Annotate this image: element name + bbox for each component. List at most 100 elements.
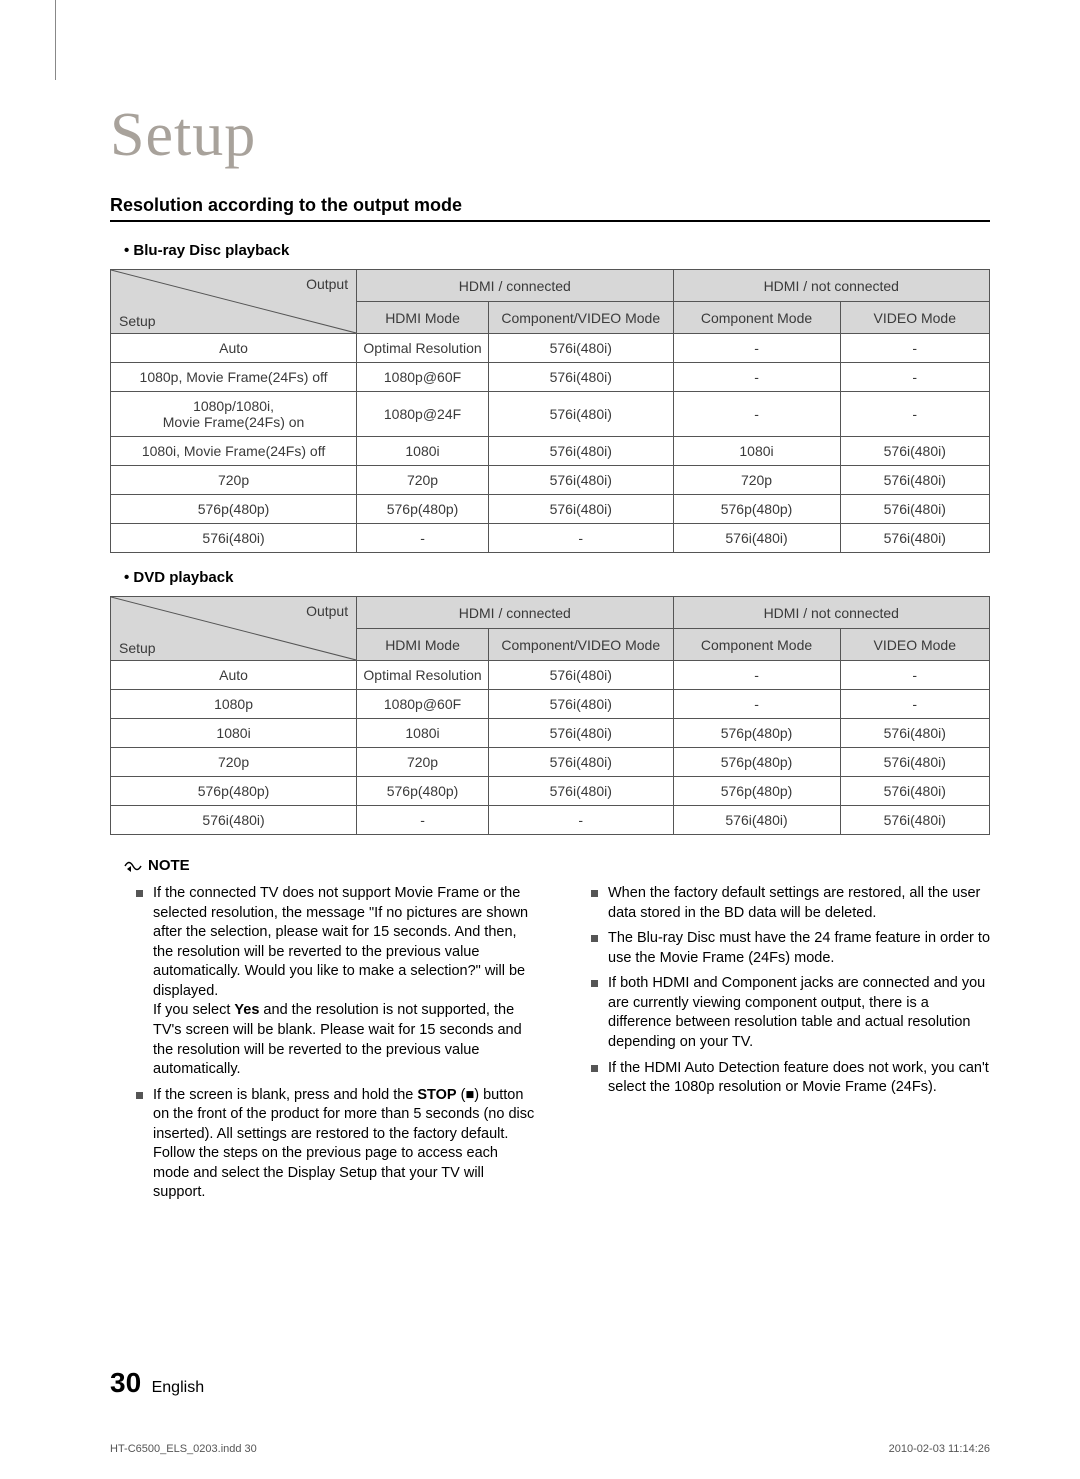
table-cell: 576i(480i) — [840, 524, 989, 553]
note-text: If the connected TV does not support Mov… — [153, 884, 535, 1080]
note-label-text: NOTE — [148, 857, 190, 874]
table-cell: 576i(480i) — [111, 524, 357, 553]
note-icon — [124, 859, 142, 873]
note-text: When the factory default settings are re… — [608, 884, 990, 923]
table-cell: 576i(480i) — [488, 334, 673, 363]
table-cell: 576p(480p) — [673, 719, 840, 748]
table-bluray: Output Setup HDMI / connected HDMI / not… — [110, 269, 990, 553]
table-cell: 576i(480i) — [840, 437, 989, 466]
table-cell: - — [673, 334, 840, 363]
table-row: AutoOptimal Resolution576i(480i)-- — [111, 661, 990, 690]
table-row: 1080p1080p@60F576i(480i)-- — [111, 690, 990, 719]
table-cell: - — [673, 363, 840, 392]
table-cell: Optimal Resolution — [357, 661, 489, 690]
page-footer: 30 English — [110, 1367, 204, 1399]
table-cell: - — [673, 690, 840, 719]
table-cell: 1080p@24F — [357, 392, 489, 437]
table-cell: 576i(480i) — [488, 719, 673, 748]
note-item: The Blu-ray Disc must have the 24 frame … — [591, 929, 990, 968]
table-cell: 1080p@60F — [357, 690, 489, 719]
note-text: The Blu-ray Disc must have the 24 frame … — [608, 929, 990, 968]
table-row: 576p(480p)576p(480p)576i(480i)576p(480p)… — [111, 495, 990, 524]
subhead-bluray: • Blu-ray Disc playback — [124, 242, 990, 259]
table-cell: 576i(480i) — [488, 661, 673, 690]
table-cell: 1080p@60F — [357, 363, 489, 392]
table-cell: 576i(480i) — [488, 363, 673, 392]
table-row: 1080i1080i576i(480i)576p(480p)576i(480i) — [111, 719, 990, 748]
table-cell: 576i(480i) — [840, 806, 989, 835]
note-text: If both HDMI and Component jacks are con… — [608, 974, 990, 1052]
th-hdmi-connected: HDMI / connected — [357, 270, 673, 302]
note-item: If the HDMI Auto Detection feature does … — [591, 1059, 990, 1098]
notes-column-left: If the connected TV does not support Mov… — [110, 878, 535, 1205]
subhead-dvd: • DVD playback — [124, 569, 990, 586]
table-row: 720p720p576i(480i)720p576i(480i) — [111, 466, 990, 495]
table-cell: Auto — [111, 661, 357, 690]
bullet-icon — [136, 890, 143, 897]
th-component-mode: Component Mode — [673, 629, 840, 661]
bullet-icon — [591, 1065, 598, 1072]
th-setup: Setup — [119, 640, 156, 656]
note-text: If the screen is blank, press and hold t… — [153, 1086, 535, 1203]
th-output: Output — [306, 276, 348, 292]
table-cell: 576i(480i) — [840, 495, 989, 524]
table-cell: 576i(480i) — [488, 392, 673, 437]
table-cell: 576i(480i) — [673, 806, 840, 835]
table-cell: 576p(480p) — [111, 777, 357, 806]
table-row: AutoOptimal Resolution576i(480i)-- — [111, 334, 990, 363]
table-row: 720p720p576i(480i)576p(480p)576i(480i) — [111, 748, 990, 777]
bullet-icon — [591, 980, 598, 987]
th-hdmi-not-connected: HDMI / not connected — [673, 597, 989, 629]
table-row: 576i(480i)--576i(480i)576i(480i) — [111, 524, 990, 553]
th-hdmi-mode: HDMI Mode — [357, 629, 489, 661]
table-cell: 1080p, Movie Frame(24Fs) off — [111, 363, 357, 392]
note-item: If both HDMI and Component jacks are con… — [591, 974, 990, 1052]
table-cell: 576i(480i) — [673, 524, 840, 553]
table-cell: - — [840, 661, 989, 690]
note-heading: NOTE — [124, 857, 990, 874]
table-cell: 1080i — [111, 719, 357, 748]
table-row: 1080p/1080i, Movie Frame(24Fs) on1080p@2… — [111, 392, 990, 437]
note-item: If the connected TV does not support Mov… — [136, 884, 535, 1080]
table-cell: 576p(480p) — [673, 495, 840, 524]
print-timestamp: 2010-02-03 11:14:26 — [889, 1443, 990, 1455]
table-cell: - — [488, 524, 673, 553]
print-file: HT-C6500_ELS_0203.indd 30 — [110, 1443, 257, 1455]
th-video-mode: VIDEO Mode — [840, 629, 989, 661]
table-cell: 576p(480p) — [357, 495, 489, 524]
table-cell: 576p(480p) — [673, 748, 840, 777]
notes-column-right: When the factory default settings are re… — [565, 878, 990, 1205]
th-component-mode: Component Mode — [673, 302, 840, 334]
table-cell: 576i(480i) — [840, 748, 989, 777]
th-comp-video-mode: Component/VIDEO Mode — [488, 302, 673, 334]
table-cell: 576i(480i) — [488, 777, 673, 806]
table-cell: 576i(480i) — [488, 748, 673, 777]
table-row: 576p(480p)576p(480p)576i(480i)576p(480p)… — [111, 777, 990, 806]
page-language: English — [152, 1379, 204, 1396]
table-cell: - — [840, 334, 989, 363]
table-cell: - — [673, 661, 840, 690]
table-cell: - — [357, 524, 489, 553]
table-cell: - — [488, 806, 673, 835]
table-cell: 720p — [111, 748, 357, 777]
table-cell: 720p — [357, 466, 489, 495]
table-cell: - — [840, 363, 989, 392]
table-row: 576i(480i)--576i(480i)576i(480i) — [111, 806, 990, 835]
table-cell: 576i(480i) — [488, 437, 673, 466]
note-text: If the HDMI Auto Detection feature does … — [608, 1059, 990, 1098]
th-hdmi-not-connected: HDMI / not connected — [673, 270, 989, 302]
th-video-mode: VIDEO Mode — [840, 302, 989, 334]
table-cell: 1080i, Movie Frame(24Fs) off — [111, 437, 357, 466]
table-cell: 576i(480i) — [488, 690, 673, 719]
table-cell: 1080i — [673, 437, 840, 466]
th-output: Output — [306, 603, 348, 619]
th-setup: Setup — [119, 313, 156, 329]
note-item: If the screen is blank, press and hold t… — [136, 1086, 535, 1203]
bullet-icon — [591, 935, 598, 942]
table-cell: 576i(480i) — [840, 466, 989, 495]
note-item: When the factory default settings are re… — [591, 884, 990, 923]
table-cell: 576i(480i) — [111, 806, 357, 835]
table-cell: Auto — [111, 334, 357, 363]
table-cell: 576p(480p) — [357, 777, 489, 806]
table-cell: 720p — [111, 466, 357, 495]
